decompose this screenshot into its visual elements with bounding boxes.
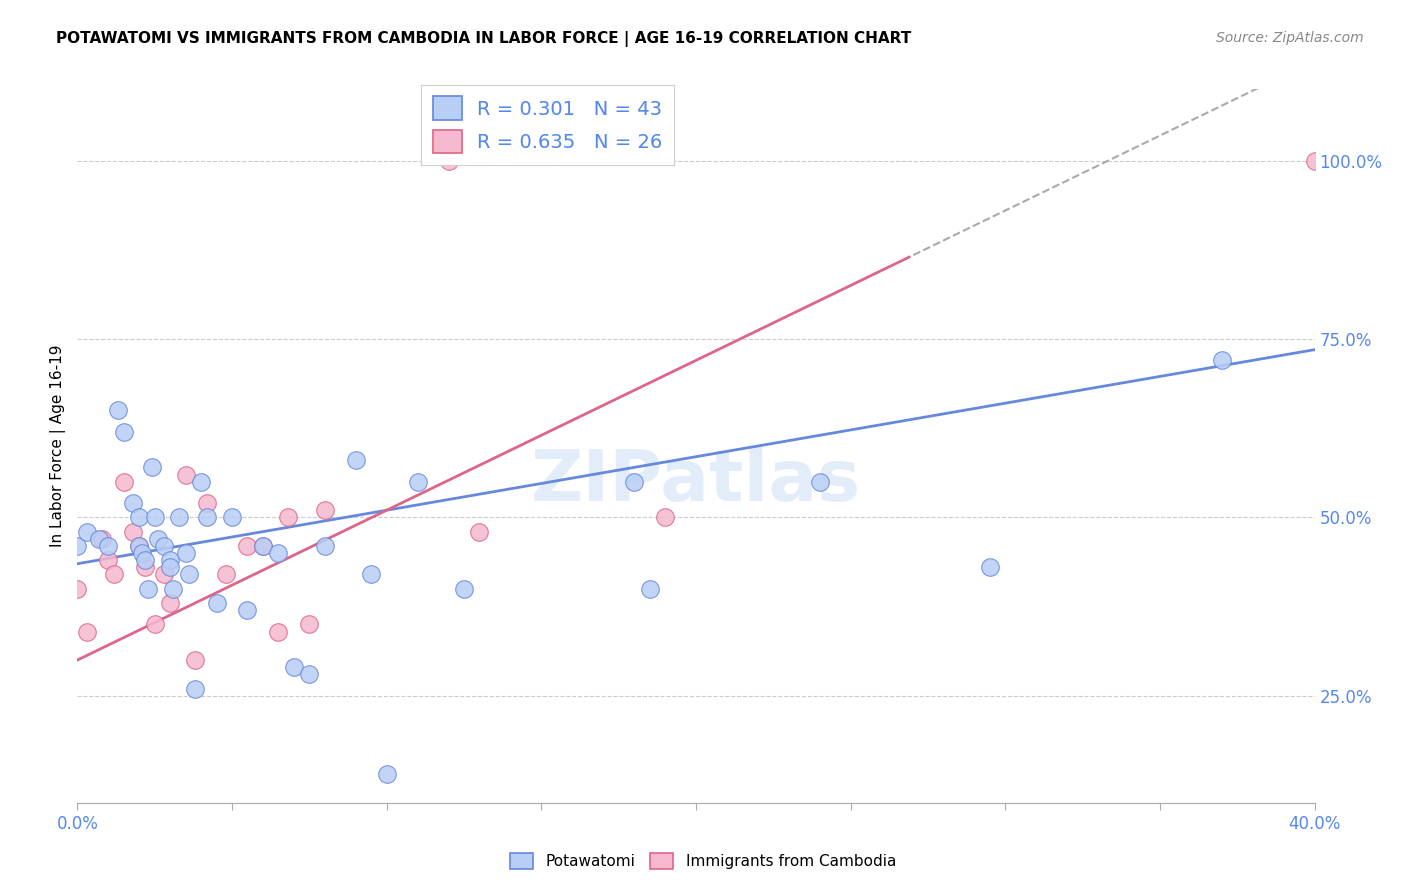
Point <box>236 539 259 553</box>
Point <box>360 567 382 582</box>
Point <box>159 560 181 574</box>
Point <box>128 539 150 553</box>
Point <box>406 475 429 489</box>
Point <box>277 510 299 524</box>
Point <box>107 403 129 417</box>
Point <box>146 532 169 546</box>
Point <box>174 467 197 482</box>
Point <box>141 460 163 475</box>
Point <box>252 539 274 553</box>
Point <box>344 453 367 467</box>
Point <box>623 475 645 489</box>
Point <box>128 510 150 524</box>
Point <box>184 653 207 667</box>
Point <box>174 546 197 560</box>
Point <box>252 539 274 553</box>
Point <box>267 624 290 639</box>
Point <box>979 560 1001 574</box>
Point <box>177 567 200 582</box>
Point <box>103 567 125 582</box>
Point <box>134 560 156 574</box>
Point <box>638 582 661 596</box>
Point <box>162 582 184 596</box>
Point <box>283 660 305 674</box>
Point <box>134 553 156 567</box>
Point <box>195 496 218 510</box>
Point <box>654 510 676 524</box>
Point <box>97 539 120 553</box>
Text: Source: ZipAtlas.com: Source: ZipAtlas.com <box>1216 31 1364 45</box>
Point <box>267 546 290 560</box>
Legend: Potawatomi, Immigrants from Cambodia: Potawatomi, Immigrants from Cambodia <box>503 847 903 875</box>
Point <box>215 567 238 582</box>
Point <box>314 503 336 517</box>
Point <box>1303 153 1326 168</box>
Y-axis label: In Labor Force | Age 16-19: In Labor Force | Age 16-19 <box>51 344 66 548</box>
Point <box>1211 353 1233 368</box>
Point <box>122 524 145 539</box>
Point <box>128 539 150 553</box>
Point <box>190 475 212 489</box>
Point <box>808 475 831 489</box>
Point <box>205 596 228 610</box>
Point <box>375 767 398 781</box>
Point <box>195 510 218 524</box>
Point <box>97 553 120 567</box>
Point <box>76 524 98 539</box>
Point <box>76 624 98 639</box>
Point <box>66 582 89 596</box>
Point <box>468 524 491 539</box>
Point <box>87 532 110 546</box>
Point <box>143 617 166 632</box>
Point <box>112 425 135 439</box>
Point <box>112 475 135 489</box>
Point <box>153 539 176 553</box>
Point <box>138 582 160 596</box>
Text: POTAWATOMI VS IMMIGRANTS FROM CAMBODIA IN LABOR FORCE | AGE 16-19 CORRELATION CH: POTAWATOMI VS IMMIGRANTS FROM CAMBODIA I… <box>56 31 911 47</box>
Point <box>143 510 166 524</box>
Legend: R = 0.301   N = 43, R = 0.635   N = 26: R = 0.301 N = 43, R = 0.635 N = 26 <box>420 85 673 165</box>
Text: ZIPatlas: ZIPatlas <box>531 447 860 516</box>
Point <box>159 596 181 610</box>
Point <box>169 510 191 524</box>
Point <box>91 532 114 546</box>
Point <box>122 496 145 510</box>
Point <box>236 603 259 617</box>
Point <box>221 510 243 524</box>
Point <box>437 153 460 168</box>
Point <box>298 617 321 632</box>
Point <box>453 582 475 596</box>
Point <box>66 539 89 553</box>
Point <box>159 553 181 567</box>
Point <box>298 667 321 681</box>
Point <box>184 681 207 696</box>
Point <box>153 567 176 582</box>
Point <box>314 539 336 553</box>
Point <box>131 546 153 560</box>
